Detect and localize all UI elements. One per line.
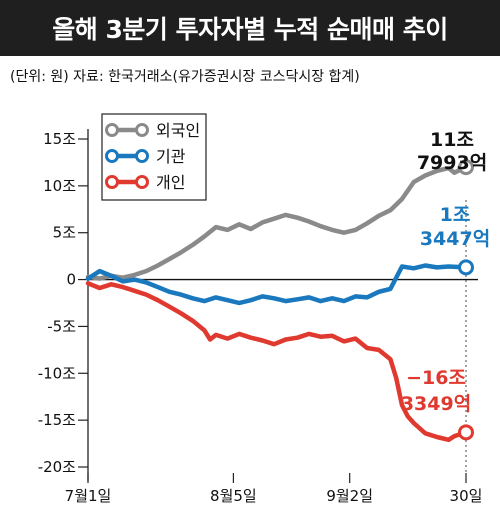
legend-swatch-marker (105, 123, 119, 137)
legend-swatch-marker (135, 123, 149, 137)
series-line-1 (85, 263, 469, 306)
y-tick-label: 10조 (43, 177, 76, 195)
series-end-marker-1 (458, 259, 474, 276)
legend-swatch-marker (135, 175, 149, 189)
end-label-amount: 11조 (430, 129, 474, 151)
series-line-0 (85, 164, 469, 281)
x-tick-label: 9월2일 (326, 487, 373, 505)
y-tick-label: 0 (66, 271, 76, 289)
end-label-amount: 7993억 (417, 152, 487, 174)
legend-swatch-marker (105, 175, 119, 189)
legend-label: 외국인 (156, 121, 200, 140)
y-tick-label: -10조 (38, 364, 76, 382)
chart-subtitle: (단위: 원) 자료: 한국거래소(유가증권시장 코스닥시장 합계) (10, 69, 360, 85)
x-tick-label: 8월5일 (210, 487, 257, 505)
end-label-amount: −16조 (406, 367, 466, 389)
x-tick-label: 7월1일 (65, 487, 112, 505)
x-tick-label: 30일 (450, 487, 483, 505)
end-label-amount: 3349억 (401, 393, 471, 415)
series-end-marker-0 (458, 159, 474, 176)
legend-label: 기관 (156, 147, 186, 166)
y-tick-label: 15조 (43, 130, 76, 148)
y-tick-label: -5조 (47, 317, 76, 335)
y-tick-label: -15조 (38, 411, 76, 429)
legend-swatch-marker (105, 149, 119, 163)
legend-label: 개인 (156, 173, 185, 192)
y-tick-label: 5조 (53, 224, 77, 242)
y-tick-label: -20조 (38, 458, 76, 476)
end-label-amount: 3447억 (420, 228, 490, 250)
series-line-2 (85, 281, 469, 443)
chart-title: 올해 3분기 투자자별 누적 순매매 추이 (0, 0, 500, 56)
legend-swatch-marker (135, 149, 149, 163)
end-label-amount: 1조 (440, 204, 471, 226)
series-end-marker-2 (458, 424, 474, 441)
